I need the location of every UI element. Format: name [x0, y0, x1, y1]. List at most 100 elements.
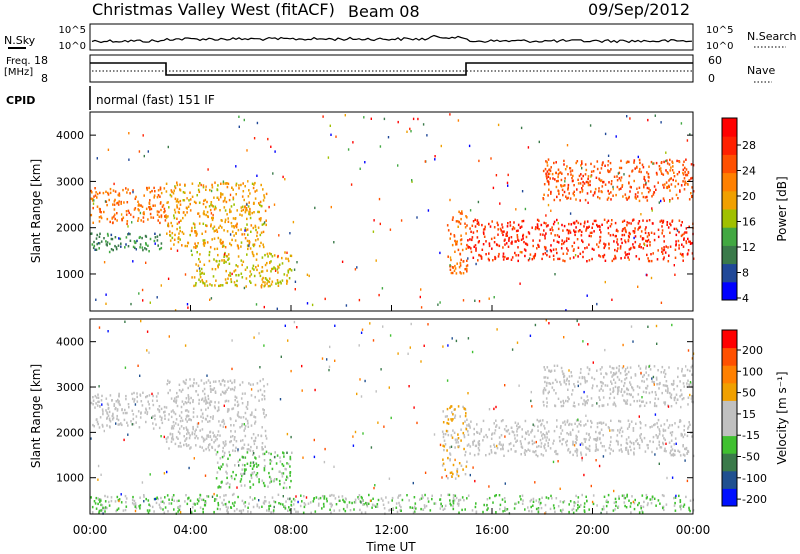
y-tick-label: 3000 — [56, 381, 84, 394]
nsky-tick-top: 10^5 — [59, 25, 86, 36]
power-y-ticks: 1000 2000 3000 4000 — [56, 129, 694, 311]
x-tick-label: 12:00 — [374, 523, 409, 537]
colorbar-segment — [722, 172, 737, 192]
colorbar-tick-label: 8 — [742, 267, 749, 280]
x-tick-label: 04:00 — [173, 523, 208, 537]
colorbar-tick-label: 100 — [742, 365, 763, 378]
y-tick-label: 3000 — [56, 175, 84, 188]
data-region-2 — [215, 450, 293, 490]
colorbar-segment — [722, 470, 737, 489]
y-tick-label: 1000 — [56, 268, 84, 281]
nave-tick-0: 0 — [708, 72, 715, 85]
colorbar-segment — [722, 330, 737, 349]
y-tick-label: 2000 — [56, 426, 84, 439]
data-region-6 — [542, 364, 694, 408]
cpid-label: CPID — [6, 94, 35, 107]
colorbar-tick-label: 12 — [742, 241, 756, 254]
colorbar-segment — [722, 209, 737, 228]
velocity-colorbar-ticks: 200 100 50 15 -15 -50 -100 -200 — [737, 344, 767, 506]
scatter-noise — [90, 319, 695, 515]
colorbar-segment — [722, 488, 737, 507]
y-tick-label: 1000 — [56, 472, 84, 485]
nave-tick-60: 60 — [708, 54, 722, 67]
colorbar-segment — [722, 190, 737, 210]
cpid-text: normal (fast) 151 IF — [96, 93, 215, 107]
power-colorbar-ticks: 28 24 20 16 12 8 4 — [737, 139, 756, 305]
data-region-6 — [542, 158, 695, 203]
nsky-trace — [91, 34, 693, 44]
y-tick-label: 4000 — [56, 336, 84, 349]
colorbar-segment — [722, 347, 737, 366]
colorbar-segment — [722, 382, 737, 401]
colorbar-tick-label: 28 — [742, 139, 756, 152]
colorbar-tick-label: 24 — [742, 165, 756, 178]
colorbar-segment — [722, 281, 737, 301]
colorbar-tick-label: 50 — [742, 387, 756, 400]
data-region-5 — [467, 218, 695, 263]
freq-tick-18: 18 — [34, 54, 48, 67]
data-region-3 — [191, 250, 293, 288]
nsky-tick-bottom: 10^0 — [59, 41, 86, 52]
freq-panel: Freq. [MHz] 18 8 60 0 Nave — [4, 54, 775, 85]
velocity-panel: 1000 2000 3000 4000 00:00 04:00 08:00 12:00 16:… — [29, 318, 711, 554]
freq-trace — [90, 62, 693, 76]
power-panel: 1000 2000 3000 4000 Slant Range [km] — [29, 111, 695, 312]
y-tick-label: 2000 — [56, 222, 84, 235]
velocity-colorbar-segments — [722, 330, 737, 507]
station-title: Christmas Valley West (fitACF) — [92, 0, 335, 19]
colorbar-tick-label: 4 — [742, 292, 749, 305]
x-tick-label: 20:00 — [575, 523, 610, 537]
power-colorbar: 28 24 20 16 12 8 4 Power [dB] — [721, 117, 789, 305]
colorbar-tick-label: 16 — [742, 216, 756, 229]
colorbar-tick-label: -15 — [742, 429, 760, 442]
colorbar-tick-label: -100 — [742, 472, 767, 485]
y-tick-label: 4000 — [56, 129, 84, 142]
colorbar-segment — [722, 245, 737, 265]
colorbar-tick-label: -50 — [742, 451, 760, 464]
freq-tick-8: 8 — [41, 72, 48, 85]
nsearch-label: N.Search — [747, 30, 797, 43]
cpid-panel: CPID normal (fast) 151 IF — [6, 86, 215, 110]
colorbar-segment — [722, 227, 737, 246]
x-tick-label: 00:00 — [676, 523, 711, 537]
velocity-colorbar: 200 100 50 15 -15 -50 -100 -200 Velocity [m s⁻¹… — [721, 329, 789, 507]
velocity-colorbar-label: Velocity [m s⁻¹] — [775, 371, 789, 464]
power-y-label: Slant Range [km] — [29, 159, 43, 263]
x-tick-label: 08:00 — [274, 523, 309, 537]
data-region-3 — [90, 493, 695, 514]
freq-label-line2: [MHz] — [4, 67, 33, 78]
scatter-noise — [92, 113, 691, 312]
beam-label: Beam 08 — [348, 2, 420, 21]
velocity-y-label: Slant Range [km] — [29, 364, 43, 468]
colorbar-segment — [722, 400, 737, 419]
nsearch-tick-bottom: 10^0 — [706, 41, 733, 52]
data-region-4 — [441, 405, 469, 480]
x-tick-label: 00:00 — [73, 523, 108, 537]
nsearch-tick-top: 10^5 — [706, 25, 733, 36]
nsky-panel: N.Sky 10^5 10^0 10^5 10^0 N.Search — [4, 23, 797, 52]
colorbar-segment — [722, 435, 737, 454]
data-region-1 — [90, 232, 163, 254]
colorbar-segment — [722, 453, 737, 472]
colorbar-tick-label: 200 — [742, 344, 763, 357]
time-axis-label: Time UT — [365, 540, 416, 554]
colorbar-tick-label: 20 — [742, 190, 756, 203]
colorbar-segment — [722, 118, 737, 137]
data-region-0 — [90, 391, 166, 430]
power-data-layer — [90, 113, 695, 312]
colorbar-tick-label: -200 — [742, 493, 767, 506]
x-tick-label: 16:00 — [475, 523, 510, 537]
freq-label-line1: Freq. — [6, 56, 31, 67]
colorbar-segment — [722, 418, 737, 437]
data-region-0 — [90, 186, 167, 226]
colorbar-segment — [722, 365, 737, 384]
power-colorbar-segments — [722, 118, 737, 301]
colorbar-tick-label: 15 — [742, 408, 756, 421]
data-region-5 — [467, 418, 695, 458]
velocity-data-layer — [90, 319, 695, 515]
nsky-label: N.Sky — [4, 34, 36, 47]
data-region-1 — [165, 378, 268, 453]
velocity-x-ticks: 00:00 04:00 08:00 12:00 16:00 20:00 00:00 — [73, 508, 711, 537]
velocity-y-ticks: 1000 2000 3000 4000 — [56, 336, 693, 485]
